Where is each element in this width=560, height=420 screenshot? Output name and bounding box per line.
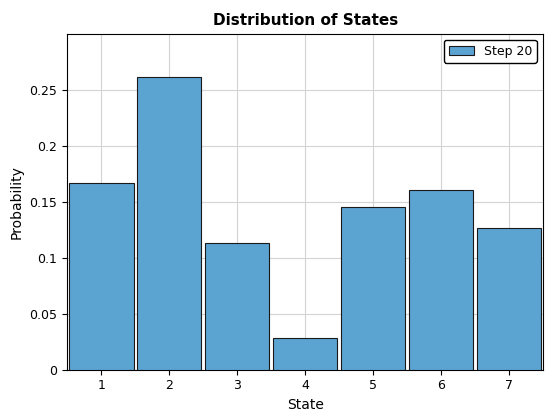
X-axis label: State: State xyxy=(287,398,324,412)
Bar xyxy=(137,77,202,370)
Bar xyxy=(273,338,338,370)
Bar xyxy=(205,243,269,370)
Bar xyxy=(341,207,405,370)
Y-axis label: Probability: Probability xyxy=(10,165,24,239)
Legend: Step 20: Step 20 xyxy=(444,40,537,63)
Bar xyxy=(409,190,474,370)
Bar xyxy=(477,228,542,370)
Title: Distribution of States: Distribution of States xyxy=(213,13,398,28)
Bar xyxy=(69,183,133,370)
